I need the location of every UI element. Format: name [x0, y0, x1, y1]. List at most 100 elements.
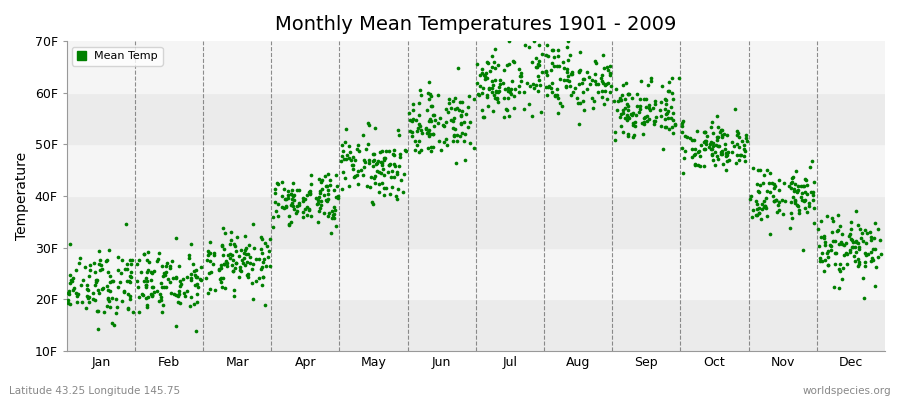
Point	[303, 188, 318, 195]
Point	[242, 242, 256, 248]
Point	[327, 204, 341, 210]
Point	[603, 70, 617, 76]
Point	[825, 215, 840, 222]
Point	[759, 205, 773, 211]
Point	[256, 274, 270, 280]
Point	[140, 267, 155, 273]
Point	[424, 148, 438, 154]
Point	[391, 127, 405, 133]
Point	[488, 77, 502, 84]
Point	[693, 163, 707, 170]
Point	[172, 263, 186, 270]
Point	[772, 187, 787, 194]
Point	[835, 276, 850, 282]
Point	[797, 205, 812, 211]
Point	[488, 46, 502, 52]
Point	[867, 235, 881, 242]
Point	[608, 98, 622, 104]
Point	[94, 262, 108, 269]
Point	[709, 142, 724, 149]
Point	[827, 250, 842, 256]
Point	[188, 282, 202, 289]
Point	[364, 174, 378, 180]
Point	[140, 302, 155, 308]
Point	[562, 83, 577, 89]
Point	[862, 228, 877, 235]
Point	[334, 158, 348, 164]
Point	[234, 268, 248, 274]
Point	[236, 260, 250, 266]
Point	[540, 34, 554, 40]
Point	[763, 170, 778, 177]
Point	[798, 176, 813, 182]
Point	[788, 181, 802, 188]
Point	[814, 218, 829, 224]
Point	[346, 174, 361, 180]
Point	[501, 95, 516, 101]
Point	[315, 176, 329, 183]
Point	[626, 134, 640, 140]
Point	[699, 138, 714, 144]
Point	[527, 38, 542, 44]
Point	[719, 153, 733, 160]
Point	[447, 115, 462, 121]
Point	[276, 186, 291, 192]
Point	[331, 195, 346, 201]
Point	[806, 197, 820, 204]
Point	[327, 211, 341, 217]
Point	[188, 267, 202, 273]
Point	[442, 96, 456, 102]
Point	[710, 134, 724, 140]
Point	[500, 88, 515, 94]
Point	[647, 100, 662, 107]
Point	[473, 83, 488, 89]
Bar	[67, 300, 885, 351]
Point	[422, 96, 436, 102]
Point	[486, 108, 500, 114]
Point	[213, 276, 228, 282]
Point	[638, 114, 652, 120]
Point	[431, 119, 446, 126]
Point	[561, 44, 575, 50]
Point	[375, 159, 390, 166]
Point	[114, 298, 129, 304]
Point	[680, 134, 694, 140]
Point	[550, 110, 564, 116]
Point	[752, 188, 766, 194]
Point	[517, 106, 531, 112]
Point	[590, 81, 604, 87]
Point	[327, 215, 341, 221]
Point	[687, 152, 701, 158]
Point	[504, 86, 518, 92]
Point	[223, 251, 238, 258]
Point	[576, 89, 590, 95]
Point	[352, 148, 366, 154]
Point	[849, 248, 863, 255]
Point	[325, 215, 339, 222]
Point	[536, 68, 550, 75]
Point	[784, 180, 798, 186]
Point	[518, 89, 532, 95]
Point	[263, 236, 277, 242]
Point	[446, 132, 461, 138]
Point	[321, 210, 336, 216]
Point	[261, 248, 275, 254]
Point	[317, 192, 331, 198]
Point	[678, 148, 692, 155]
Point	[130, 284, 145, 290]
Point	[502, 60, 517, 67]
Point	[240, 271, 255, 277]
Point	[831, 226, 845, 233]
Point	[795, 197, 809, 204]
Title: Monthly Mean Temperatures 1901 - 2009: Monthly Mean Temperatures 1901 - 2009	[275, 15, 677, 34]
Point	[568, 85, 582, 91]
Point	[93, 260, 107, 267]
Point	[256, 256, 271, 262]
Point	[598, 81, 613, 88]
Point	[874, 251, 888, 257]
Point	[868, 246, 882, 253]
Point	[698, 138, 713, 144]
Point	[480, 94, 494, 100]
Point	[442, 99, 456, 106]
Point	[267, 186, 282, 192]
